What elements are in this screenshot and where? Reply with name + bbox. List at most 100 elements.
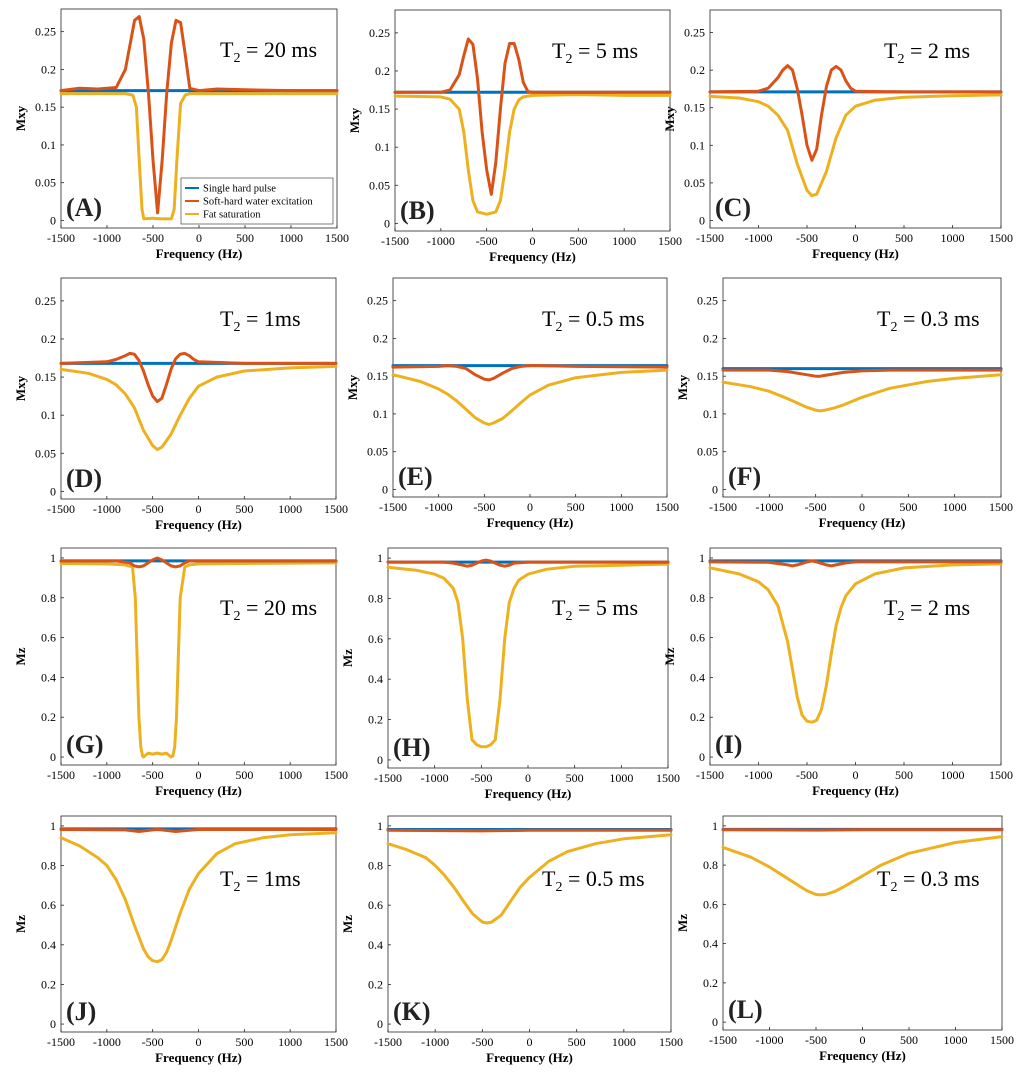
y-tick-label: 0.6 — [690, 631, 705, 645]
t2-value: 2 ms — [928, 595, 970, 620]
y-axis-label: Mxy — [13, 375, 28, 401]
y-tick-label: 0.8 — [368, 591, 383, 605]
plot-frame — [709, 9, 1002, 229]
panel-d: -1500 -1000 -500 0 500 1000 1500 0 0.05 0.1 0.15 0.… — [13, 277, 348, 532]
y-tick-label: 1 — [377, 551, 383, 565]
plot-frame — [394, 9, 671, 232]
x-tick-label: 500 — [899, 500, 917, 514]
x-tick-label: 0 — [196, 768, 202, 782]
t2-annotation: T2 = 0.3 ms — [877, 306, 980, 335]
y-tick-label: 0.25 — [35, 294, 56, 308]
x-tick-label: 500 — [895, 768, 913, 782]
x-tick-label: 0 — [527, 1035, 533, 1049]
x-tick-label: 0 — [525, 771, 531, 785]
y-axis-label: Mz — [13, 915, 28, 933]
t2-annotation: T2 = 2 ms — [884, 38, 970, 67]
y-tick-label: 0.05 — [369, 178, 390, 192]
x-axis-label: Frequency (Hz) — [156, 246, 243, 261]
x-axis-label: Frequency (Hz) — [155, 783, 242, 798]
t2-value: 0.5 ms — [586, 866, 645, 891]
t2-annotation: T2 = 5 ms — [552, 38, 638, 67]
panel-f: -1500 -1000 -500 0 500 1000 1500 0 0.05 0.1 0.15 0.… — [675, 277, 1013, 530]
x-tick-label: 500 — [236, 231, 254, 245]
x-tick-label: 1500 — [324, 1035, 348, 1049]
y-tick-label: 0.15 — [684, 101, 705, 115]
plot-frame — [722, 277, 1002, 498]
x-tick-label: 1000 — [278, 502, 302, 516]
y-tick-label: 0 — [377, 1017, 383, 1031]
panel-c: -1500 -1000 -500 0 500 1000 1500 0 0.05 0.1 0.15 0.… — [662, 9, 1013, 261]
x-tick-label: 1000 — [609, 500, 633, 514]
x-tick-label: -1500 — [47, 1035, 75, 1049]
y-tick-label: 0.8 — [690, 591, 705, 605]
t2-annotation: T2 = 0.5 ms — [542, 866, 645, 895]
x-tick-label: -1500 — [47, 231, 75, 245]
y-tick-label: 0 — [50, 750, 56, 764]
t2-value: 1ms — [264, 306, 301, 331]
y-tick-label: 0.4 — [368, 672, 383, 686]
x-tick-label: -500 — [805, 1033, 827, 1047]
plot-frame — [60, 815, 337, 1033]
series-line-fatsat — [386, 562, 670, 749]
y-tick-label: 0.15 — [367, 369, 388, 383]
x-tick-label: -500 — [796, 231, 818, 245]
panel-label: (F) — [728, 462, 761, 491]
y-tick-label: 0 — [50, 484, 56, 498]
x-tick-label: -1000 — [755, 500, 783, 514]
plot-frame — [387, 815, 672, 1033]
t2-annotation: T2 = 5 ms — [552, 595, 638, 624]
x-axis-label: Frequency (Hz) — [486, 1050, 573, 1065]
t2-value: 0.5 ms — [586, 306, 645, 331]
y-tick-label: 0.05 — [367, 445, 388, 459]
y-axis-label: Mxy — [13, 105, 28, 131]
t2-value: 5 ms — [596, 595, 638, 620]
y-tick-label: 0.25 — [369, 26, 390, 40]
y-tick-label: 0.15 — [697, 369, 718, 383]
x-tick-label: -1000 — [427, 234, 455, 248]
y-tick-label: 0.6 — [41, 631, 56, 645]
y-tick-label: 0.2 — [690, 63, 705, 77]
x-tick-label: -500 — [473, 500, 495, 514]
x-tick-label: 500 — [567, 500, 585, 514]
t2-value: 20 ms — [264, 37, 317, 62]
y-tick-label: 0.15 — [369, 102, 390, 116]
y-tick-label: 0 — [50, 1017, 56, 1031]
t2-annotation: T2 = 20 ms — [220, 37, 317, 66]
y-tick-label: 0.2 — [703, 331, 718, 345]
y-tick-label: 0.2 — [690, 710, 705, 724]
t2-annotation: T2 = 1ms — [220, 866, 301, 895]
y-tick-label: 0.05 — [35, 176, 56, 190]
x-tick-label: -500 — [476, 234, 498, 248]
y-tick-label: 0 — [50, 213, 56, 227]
x-tick-label: 1500 — [990, 1033, 1014, 1047]
x-axis-label: Frequency (Hz) — [487, 515, 574, 530]
x-tick-label: 0 — [196, 502, 202, 516]
y-tick-label: 1 — [377, 819, 383, 833]
x-tick-label: 1500 — [324, 768, 348, 782]
x-tick-label: 1000 — [943, 500, 967, 514]
x-tick-label: -1500 — [696, 231, 724, 245]
t2-annotation: T2 = 20 ms — [220, 595, 317, 624]
y-tick-label: 0 — [712, 482, 718, 496]
panel-label: (A) — [66, 193, 102, 222]
series-line-softhard — [59, 15, 339, 215]
panel-h: -1500 -1000 -500 0 500 1000 1500 0 0.2 0.4 0.6 0.8 1… — [340, 547, 680, 801]
x-tick-label: 0 — [196, 231, 202, 245]
x-tick-label: -1500 — [379, 500, 407, 514]
t2-value: 20 ms — [264, 595, 317, 620]
x-tick-label: -1500 — [696, 768, 724, 782]
y-tick-label: 0 — [382, 482, 388, 496]
panel-g: -1500 -1000 -500 0 500 1000 1500 0 0.2 0.4 0.6 0.8 1… — [13, 547, 348, 798]
x-axis-label: Frequency (Hz) — [819, 515, 906, 530]
y-tick-label: 1 — [50, 819, 56, 833]
series-line-softhard — [386, 828, 673, 833]
x-tick-label: 1500 — [325, 231, 349, 245]
x-tick-label: -500 — [471, 1035, 493, 1049]
y-tick-label: 0.1 — [41, 408, 56, 422]
y-tick-label: 0.8 — [41, 859, 56, 873]
y-axis-label: Mz — [13, 647, 28, 665]
series-line-fatsat — [386, 833, 673, 925]
x-tick-label: 1000 — [279, 231, 303, 245]
y-tick-label: 0.2 — [41, 332, 56, 346]
x-tick-label: 1500 — [324, 502, 348, 516]
